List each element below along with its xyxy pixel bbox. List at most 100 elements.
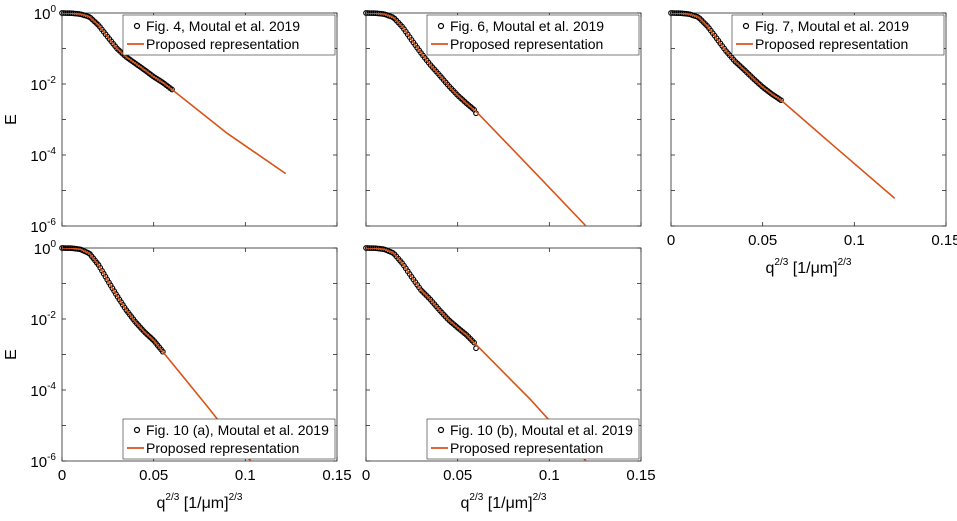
x-tick-label: 0 [362, 467, 370, 484]
y-tick-exponent: -4 [47, 381, 56, 392]
x-tick-label: 0.15 [931, 232, 957, 249]
y-tick-exponent: -2 [47, 310, 56, 321]
proposed-line [366, 13, 587, 226]
legend-label-proposed: Proposed representation [146, 440, 299, 456]
y-axis-label: E [3, 349, 20, 360]
y-tick-label: 10-2 [30, 75, 56, 94]
data-point [778, 97, 784, 104]
x-label-q: q [461, 495, 470, 512]
y-tick-label: 10-4 [30, 146, 56, 165]
x-label-unit-end: m] [820, 260, 838, 277]
y-tick-base: 10 [34, 241, 51, 258]
y-tick-base: 10 [30, 77, 47, 94]
x-label-mu: μ [202, 495, 211, 512]
legend-label-proposed: Proposed representation [146, 36, 299, 52]
x-label-unit-end: m] [211, 495, 229, 512]
legend-label-proposed: Proposed representation [450, 440, 603, 456]
x-label-unit-end: m] [515, 495, 533, 512]
legend-label-proposed: Proposed representation [450, 36, 603, 52]
x-label-q: q [157, 495, 166, 512]
data-point [169, 86, 175, 93]
legend: Fig. 7, Moutal et al. 2019 Proposed repre… [731, 14, 945, 56]
y-tick-label: 10-2 [30, 310, 56, 329]
x-label-unit-exponent: 2/3 [533, 492, 547, 503]
y-tick-label: 100 [34, 4, 57, 23]
y-axis-label: E [3, 114, 20, 125]
y-tick-exponent: 0 [50, 4, 56, 15]
legend-marker-icon [437, 22, 445, 30]
marker-series [668, 10, 784, 104]
y-tick-exponent: -6 [47, 452, 56, 463]
x-tick-label: 0 [667, 232, 675, 249]
legend-marker-icon [742, 22, 750, 30]
legend-label-measured: Fig. 10 (a), Moutal et al. 2019 [146, 422, 329, 438]
legend: Fig. 6, Moutal et al. 2019 Proposed repre… [426, 14, 640, 56]
proposed-line [62, 248, 252, 461]
x-tick-label: 0.1 [539, 467, 560, 484]
x-label-unit-exponent: 2/3 [229, 492, 243, 503]
y-tick-label: 10-6 [30, 452, 56, 471]
legend-label-proposed: Proposed representation [755, 36, 908, 52]
y-tick-base: 10 [30, 312, 47, 329]
legend-label-measured: Fig. 6, Moutal et al. 2019 [450, 18, 604, 34]
x-label-exponent: 2/3 [469, 492, 483, 503]
legend-label-measured: Fig. 4, Moutal et al. 2019 [146, 18, 300, 34]
x-label-unit: [1/ [788, 260, 811, 277]
panel-p3: 0 0.05 0.1 0.15 q2/3 [1/μm]2/3 Fig. 7, Moutal… [667, 10, 957, 277]
proposed-line [366, 248, 587, 461]
x-label-unit: [1/ [483, 495, 506, 512]
x-tick-label: 0.15 [322, 467, 351, 484]
y-tick-label: 10-4 [30, 381, 56, 400]
x-tick-label: 0.05 [443, 467, 472, 484]
x-tick-label: 0 [58, 467, 66, 484]
legend-marker-icon [437, 426, 445, 434]
y-tick-label: 100 [34, 239, 57, 258]
data-point [471, 339, 477, 346]
y-tick-base: 10 [30, 383, 47, 400]
x-label-exponent: 2/3 [774, 257, 788, 268]
x-label-q: q [766, 260, 775, 277]
x-tick-label: 0.15 [626, 467, 655, 484]
panel-p2: Fig. 6, Moutal et al. 2019 Proposed repre… [363, 10, 642, 227]
y-tick-exponent: 0 [50, 239, 56, 250]
x-axis-label: q2/3 [1/μm]2/3 [157, 492, 243, 512]
legend-marker-icon [133, 22, 141, 30]
y-tick-exponent: -4 [47, 146, 56, 157]
proposed-line [62, 13, 287, 175]
y-tick-base: 10 [34, 6, 51, 23]
y-tick-exponent: -2 [47, 75, 56, 86]
legend-box [122, 418, 336, 460]
y-tick-base: 10 [30, 454, 47, 471]
legend-label-measured: Fig. 7, Moutal et al. 2019 [755, 18, 909, 34]
x-tick-label: 0.1 [844, 232, 865, 249]
data-point [473, 345, 479, 352]
legend: Fig. 10 (a), Moutal et al. 2019 Proposed … [122, 418, 336, 460]
proposed-line [671, 13, 896, 200]
y-tick-label: 10-6 [30, 217, 56, 236]
legend-box [426, 418, 640, 460]
x-label-mu: μ [506, 495, 515, 512]
y-tick-exponent: -6 [47, 217, 56, 228]
x-axis-label: q2/3 [1/μm]2/3 [766, 257, 852, 277]
data-point [159, 348, 166, 355]
legend-box [731, 14, 945, 56]
y-tick-base: 10 [30, 148, 47, 165]
x-label-unit: [1/ [179, 495, 202, 512]
x-label-unit-exponent: 2/3 [838, 257, 852, 268]
legend: Fig. 4, Moutal et al. 2019 Proposed repre… [122, 14, 336, 56]
x-tick-label: 0.05 [139, 467, 168, 484]
legend-box [122, 14, 336, 56]
legend-label-measured: Fig. 10 (b), Moutal et al. 2019 [450, 422, 633, 438]
x-tick-label: 0.05 [748, 232, 777, 249]
marker-series [59, 245, 166, 355]
legend-marker-icon [133, 426, 141, 434]
x-tick-label: 0.1 [235, 467, 256, 484]
legend: Fig. 10 (b), Moutal et al. 2019 Proposed … [426, 418, 640, 460]
x-label-exponent: 2/3 [165, 492, 179, 503]
legend-box [426, 14, 640, 56]
x-axis-label: q2/3 [1/μm]2/3 [461, 492, 547, 512]
